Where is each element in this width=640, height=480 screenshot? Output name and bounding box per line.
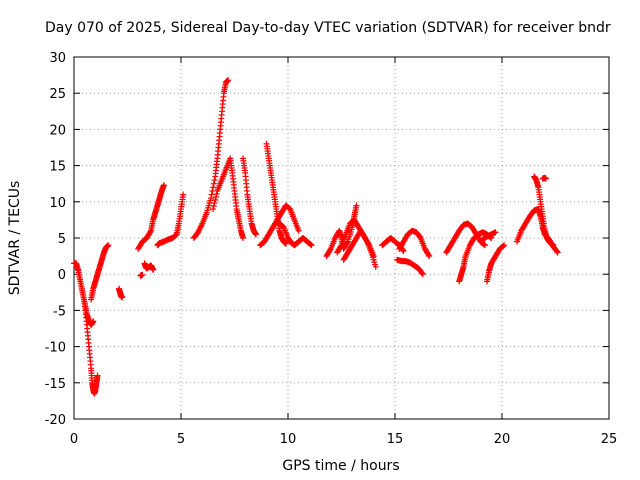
data-point-arc-03 bbox=[105, 242, 112, 249]
x-tick-label: 0 bbox=[70, 432, 78, 447]
data-point-arc-13 bbox=[282, 240, 289, 247]
data-point-arc-08 bbox=[180, 191, 187, 198]
x-axis-label: GPS time / hours bbox=[282, 458, 399, 474]
chart-title: Day 070 of 2025, Sidereal Day-to-day VTE… bbox=[45, 20, 611, 36]
y-tick-label: 20 bbox=[49, 123, 66, 138]
data-point-arc-21 bbox=[481, 241, 488, 248]
data-point-arc-06 bbox=[150, 266, 157, 273]
data-point-arc-09 bbox=[211, 177, 218, 184]
data-point-arc-16 bbox=[337, 243, 344, 250]
data-point-arc-10 bbox=[240, 235, 247, 241]
data-point-arc-26 bbox=[550, 242, 557, 249]
data-point-arc-10 bbox=[212, 193, 219, 200]
data-point-arc-23 bbox=[492, 229, 499, 236]
data-point-arc-20 bbox=[425, 251, 432, 258]
data-point-arc-09 bbox=[208, 191, 215, 198]
data-point-arc-10 bbox=[211, 200, 218, 207]
data-point-arc-19 bbox=[419, 270, 426, 277]
data-point-arc-14 bbox=[307, 241, 314, 248]
y-tick-label: 25 bbox=[49, 87, 66, 102]
data-point-arc-12 bbox=[295, 227, 302, 234]
y-tick-label: -5 bbox=[53, 304, 66, 319]
data-point-arc-01 bbox=[90, 318, 97, 325]
y-tick-label: 0 bbox=[58, 268, 66, 283]
data-point-arc-24 bbox=[500, 242, 507, 249]
data-point-arc-10 bbox=[210, 206, 217, 213]
data-point-arc-04 bbox=[119, 294, 126, 301]
data-points bbox=[71, 77, 561, 397]
data-point-arc-16 bbox=[372, 263, 379, 270]
data-point-arc-17 bbox=[365, 241, 372, 248]
x-tick-label: 15 bbox=[387, 432, 404, 447]
data-point-arc-15 bbox=[344, 239, 351, 246]
y-tick-label: 5 bbox=[58, 232, 66, 247]
data-point-arc-07 bbox=[160, 182, 167, 189]
y-tick-label: -15 bbox=[45, 377, 66, 392]
data-point-arc-09 bbox=[207, 195, 214, 202]
data-point-arc-21 bbox=[481, 242, 488, 249]
data-point-arc-09 bbox=[210, 180, 217, 187]
data-point-arc-27 bbox=[542, 175, 549, 182]
data-point-arc-20 bbox=[426, 253, 433, 260]
data-point-arc-15 bbox=[327, 247, 334, 254]
data-point-arc-17 bbox=[370, 253, 377, 260]
data-point-arc-14 bbox=[308, 242, 315, 249]
data-point-arc-25 bbox=[553, 248, 560, 255]
y-axis-label: SDTVAR / TECUs bbox=[7, 181, 23, 296]
y-tick-label: 30 bbox=[49, 51, 66, 66]
data-point-arc-18 bbox=[400, 248, 407, 255]
data-point-arc-09 bbox=[210, 184, 217, 191]
y-tick-label: -10 bbox=[45, 341, 66, 356]
data-point-arc-07 bbox=[147, 228, 154, 235]
data-point-arc-24 bbox=[501, 242, 508, 249]
data-point-arc-25 bbox=[554, 249, 561, 256]
x-tick-label: 25 bbox=[601, 432, 618, 447]
y-tick-label: -20 bbox=[45, 413, 66, 428]
data-point-arc-15 bbox=[353, 202, 360, 209]
x-tick-label: 5 bbox=[177, 432, 185, 447]
data-point-arc-11 bbox=[252, 231, 259, 238]
data-point-arc-05 bbox=[139, 271, 146, 278]
data-point-arc-09 bbox=[225, 77, 232, 84]
y-tick-label: 10 bbox=[49, 196, 66, 211]
y-tick-label: 15 bbox=[49, 160, 66, 175]
data-point-arc-02 bbox=[94, 372, 101, 379]
x-tick-label: 20 bbox=[494, 432, 511, 447]
data-point-arc-10 bbox=[213, 190, 220, 197]
data-point-arc-19 bbox=[419, 271, 426, 278]
plot-frame bbox=[73, 56, 610, 420]
data-point-arc-10 bbox=[210, 203, 217, 210]
data-point-arc-10 bbox=[212, 196, 219, 203]
x-tick-label: 10 bbox=[280, 432, 297, 447]
